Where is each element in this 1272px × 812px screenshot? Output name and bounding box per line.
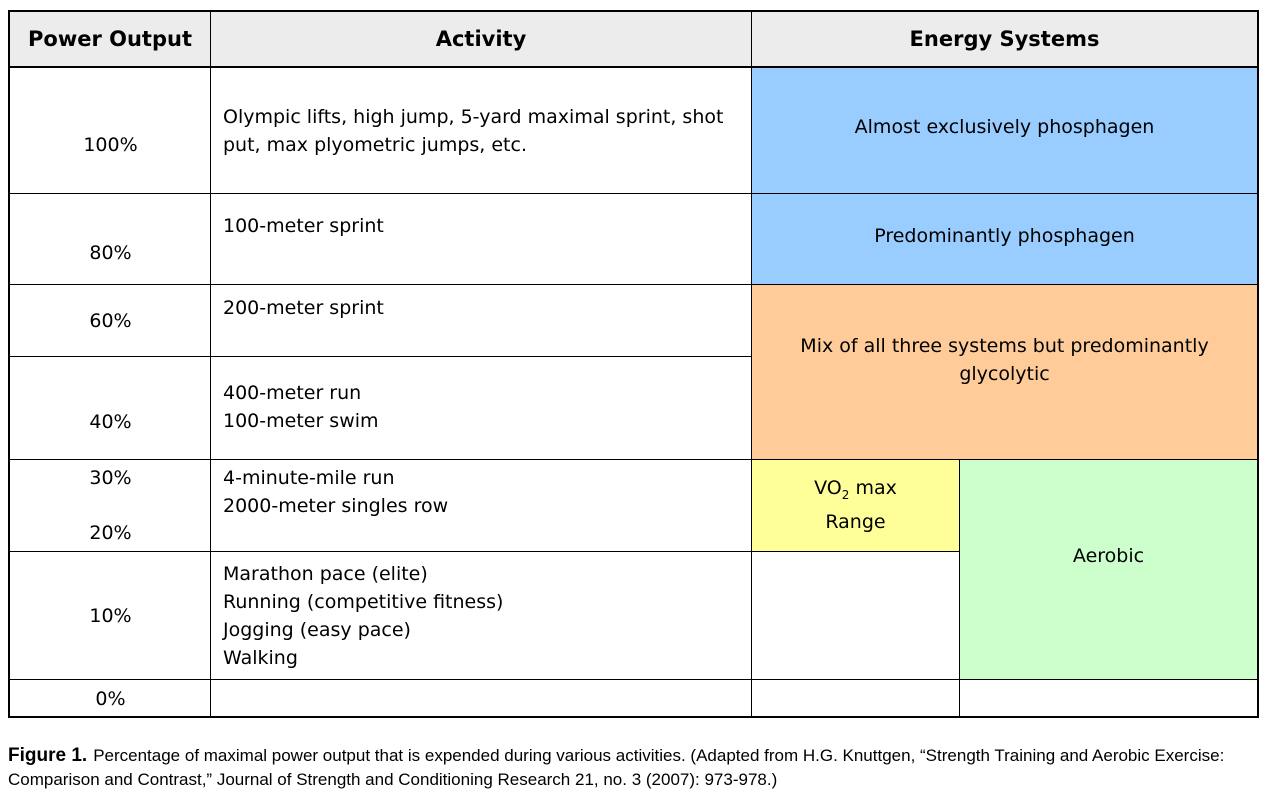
power-label-30: 30% [89, 467, 132, 489]
energy-aerobic: Aerobic [960, 460, 1257, 680]
figure-caption-text: Percentage of maximal power output that … [8, 746, 1225, 789]
power-label-40: 40% [89, 411, 132, 433]
power-label-10: 10% [89, 605, 132, 627]
power-label-20: 20% [89, 522, 132, 544]
activity-cell-30-20: 4-minute-mile run 2000-meter singles row [211, 460, 752, 552]
power-cell-10 [10, 552, 211, 680]
power-label-0: 0% [95, 688, 126, 710]
power-cell-60 [10, 285, 211, 357]
vo2-subscript: 2 [841, 487, 850, 502]
energy-empty-cell-0b [960, 680, 1257, 716]
vo2-prefix: VO [814, 477, 842, 500]
vo2-range-label: Range [825, 510, 886, 533]
power-label-80: 80% [89, 242, 132, 264]
energy-empty-cell-10 [752, 552, 960, 680]
activity-cell-60: 200-meter sprint [211, 285, 752, 357]
energy-predominantly-phosphagen: Predominantly phosphagen [752, 194, 1257, 285]
power-label-100: 100% [83, 134, 138, 156]
power-cell-100 [10, 68, 211, 194]
vo2-suffix: max [849, 477, 897, 500]
activity-cell-80: 100-meter sprint [211, 194, 752, 285]
power-cell-40 [10, 357, 211, 460]
energy-mix-glycolytic: Mix of all three systems but predominant… [752, 285, 1257, 460]
activity-cell-0 [211, 680, 752, 716]
energy-empty-cell-0a [752, 680, 960, 716]
energy-almost-phosphagen: Almost exclusively phosphagen [752, 68, 1257, 194]
power-cell-80 [10, 194, 211, 285]
power-output-table: Power Output Activity Energy Systems 100… [8, 10, 1259, 718]
activity-cell-10: Marathon pace (elite) Running (competiti… [211, 552, 752, 680]
activity-cell-100: Olympic lifts, high jump, 5-yard maximal… [211, 68, 752, 194]
energy-vo2max-range: VO2 max Range [752, 460, 960, 552]
activity-cell-40: 400-meter run 100-meter swim [211, 357, 752, 460]
power-cell-0 [10, 680, 211, 716]
header-activity: Activity [211, 12, 752, 68]
header-power-output: Power Output [10, 12, 211, 68]
figure-caption: Figure 1. Percentage of maximal power out… [8, 744, 1266, 792]
header-energy-systems: Energy Systems [752, 12, 1257, 68]
power-label-60: 60% [89, 310, 132, 332]
power-cell-30-20 [10, 460, 211, 552]
figure-label: Figure 1. [8, 745, 88, 766]
vo2max-label: VO2 max [814, 475, 897, 509]
